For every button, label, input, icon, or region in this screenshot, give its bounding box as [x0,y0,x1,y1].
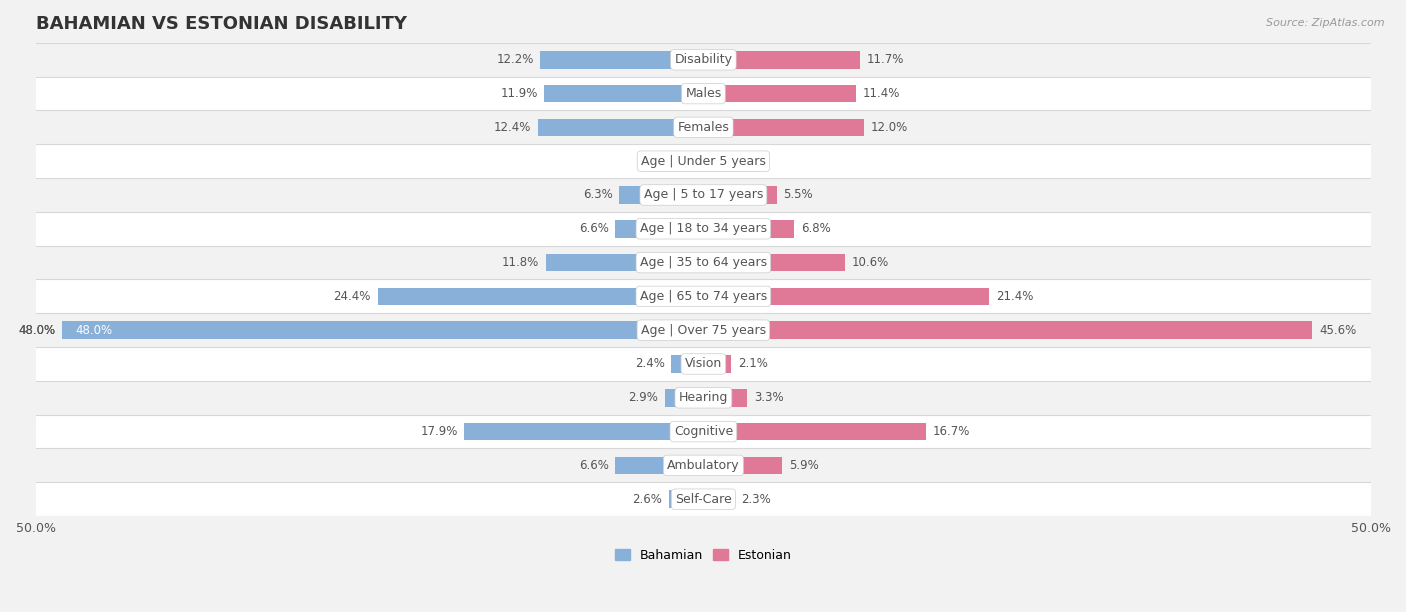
Bar [703,254,845,271]
Bar [665,389,703,406]
Bar [686,152,703,170]
Text: 2.1%: 2.1% [738,357,768,370]
Bar [538,119,703,136]
Text: 21.4%: 21.4% [995,290,1033,303]
Text: 1.5%: 1.5% [730,155,759,168]
Bar [544,85,703,102]
Bar [378,288,703,305]
Bar [35,245,1371,280]
Bar [35,313,1371,347]
Text: Source: ZipAtlas.com: Source: ZipAtlas.com [1267,18,1385,28]
Bar [703,186,778,204]
Text: Age | Over 75 years: Age | Over 75 years [641,324,766,337]
Text: 6.8%: 6.8% [801,222,831,235]
Text: 6.6%: 6.6% [579,222,609,235]
Text: 48.0%: 48.0% [18,324,56,337]
Bar [703,220,794,237]
Text: 2.3%: 2.3% [741,493,770,506]
Legend: Bahamian, Estonian: Bahamian, Estonian [610,543,797,567]
Bar [703,389,748,406]
Text: Males: Males [685,87,721,100]
Bar [703,85,856,102]
Text: 48.0%: 48.0% [76,324,112,337]
Text: 2.4%: 2.4% [634,357,665,370]
Bar [35,449,1371,482]
Bar [703,457,782,474]
Text: Disability: Disability [675,53,733,66]
Text: 2.6%: 2.6% [633,493,662,506]
Text: 45.6%: 45.6% [1319,324,1357,337]
Text: 3.3%: 3.3% [754,391,783,405]
Bar [703,423,927,441]
Bar [703,490,734,508]
Bar [546,254,703,271]
Bar [703,152,724,170]
Text: 16.7%: 16.7% [934,425,970,438]
Text: Females: Females [678,121,730,134]
Bar [35,144,1371,178]
Text: 12.4%: 12.4% [494,121,531,134]
Bar [35,482,1371,516]
Bar [616,457,703,474]
Text: 6.6%: 6.6% [579,459,609,472]
Text: 2.9%: 2.9% [628,391,658,405]
Bar [671,355,703,373]
Text: 12.0%: 12.0% [870,121,907,134]
Text: Ambulatory: Ambulatory [666,459,740,472]
Text: Self-Care: Self-Care [675,493,731,506]
Text: Age | Under 5 years: Age | Under 5 years [641,155,766,168]
Text: 11.8%: 11.8% [502,256,538,269]
Bar [35,212,1371,245]
Text: Age | 5 to 17 years: Age | 5 to 17 years [644,188,763,201]
Bar [703,288,990,305]
Bar [35,381,1371,415]
Text: 17.9%: 17.9% [420,425,458,438]
Text: Age | 35 to 64 years: Age | 35 to 64 years [640,256,766,269]
Text: 6.3%: 6.3% [583,188,613,201]
Text: 11.4%: 11.4% [862,87,900,100]
Text: 11.7%: 11.7% [866,53,904,66]
Bar [703,119,863,136]
Text: Cognitive: Cognitive [673,425,733,438]
Bar [35,280,1371,313]
Bar [35,347,1371,381]
Text: 1.3%: 1.3% [650,155,679,168]
Text: Hearing: Hearing [679,391,728,405]
Text: 10.6%: 10.6% [852,256,889,269]
Bar [703,355,731,373]
Bar [703,321,1312,339]
Bar [35,76,1371,111]
Bar [464,423,703,441]
Text: 12.2%: 12.2% [496,53,534,66]
Text: Age | 65 to 74 years: Age | 65 to 74 years [640,290,768,303]
Text: 48.0%: 48.0% [18,324,56,337]
Text: 5.9%: 5.9% [789,459,818,472]
Text: 24.4%: 24.4% [333,290,371,303]
Bar [62,321,703,339]
Bar [35,415,1371,449]
Bar [619,186,703,204]
Text: 11.9%: 11.9% [501,87,538,100]
Bar [669,490,703,508]
Text: 5.5%: 5.5% [783,188,813,201]
Text: BAHAMIAN VS ESTONIAN DISABILITY: BAHAMIAN VS ESTONIAN DISABILITY [35,15,406,33]
Bar [35,43,1371,76]
Bar [35,178,1371,212]
Bar [540,51,703,69]
Text: Age | 18 to 34 years: Age | 18 to 34 years [640,222,766,235]
Bar [703,51,859,69]
Text: Vision: Vision [685,357,723,370]
Bar [616,220,703,237]
Bar [35,111,1371,144]
